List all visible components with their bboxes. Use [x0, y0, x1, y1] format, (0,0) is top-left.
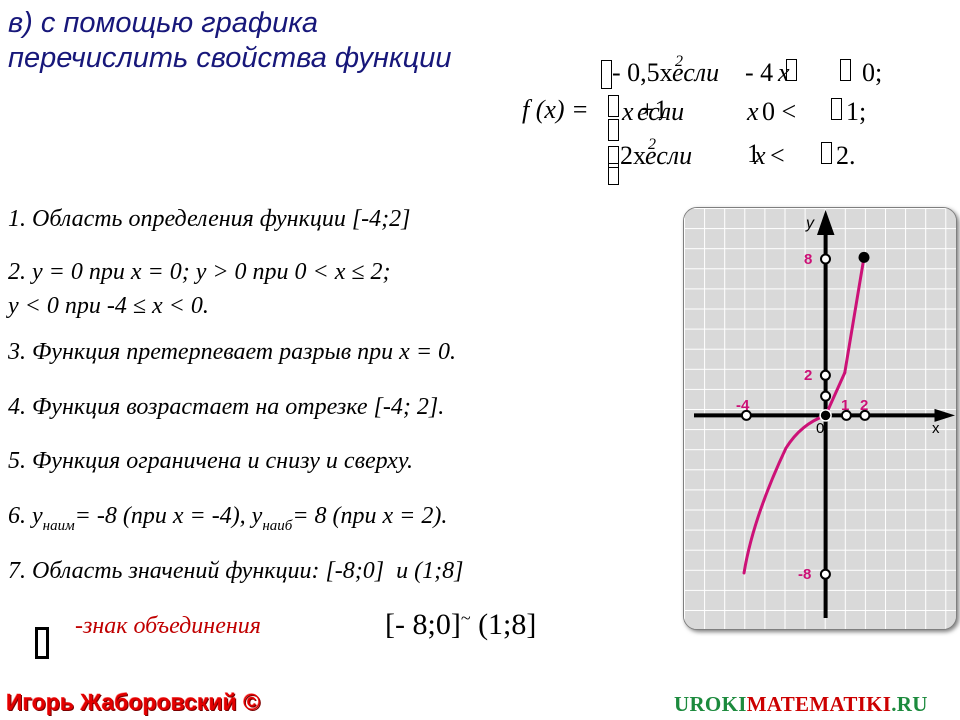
svg-text:x: x [932, 420, 940, 437]
svg-text:-4: -4 [736, 397, 750, 414]
svg-text:2: 2 [860, 397, 868, 414]
svg-text:1: 1 [841, 397, 849, 414]
svg-text:-8: -8 [798, 566, 811, 583]
svg-text:y: y [805, 215, 815, 232]
svg-text:0: 0 [816, 420, 824, 437]
svg-text:2: 2 [804, 367, 812, 384]
svg-text:8: 8 [804, 251, 812, 268]
